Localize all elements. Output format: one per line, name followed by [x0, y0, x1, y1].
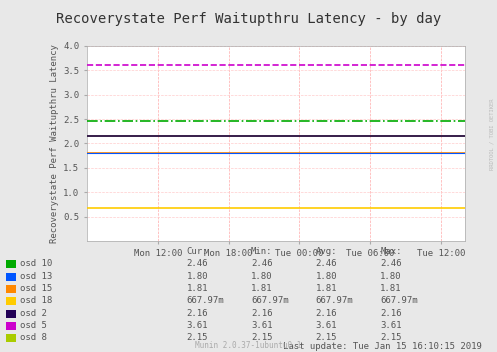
Text: 1.80: 1.80	[186, 272, 208, 281]
Y-axis label: Recoverystate Perf Waitupthru Latency: Recoverystate Perf Waitupthru Latency	[50, 44, 59, 243]
Text: Min:: Min:	[251, 247, 272, 256]
Text: 667.97m: 667.97m	[251, 296, 289, 306]
Text: osd 10: osd 10	[20, 259, 52, 269]
Text: 1.81: 1.81	[251, 284, 272, 293]
Text: 1.80: 1.80	[380, 272, 402, 281]
Text: 3.61: 3.61	[251, 321, 272, 330]
Text: 2.15: 2.15	[316, 333, 337, 342]
Text: 2.46: 2.46	[316, 259, 337, 269]
Text: 1.81: 1.81	[186, 284, 208, 293]
Text: Cur:: Cur:	[186, 247, 208, 256]
Text: Last update: Tue Jan 15 16:10:15 2019: Last update: Tue Jan 15 16:10:15 2019	[283, 342, 482, 351]
Text: Max:: Max:	[380, 247, 402, 256]
Text: Recoverystate Perf Waitupthru Latency - by day: Recoverystate Perf Waitupthru Latency - …	[56, 12, 441, 26]
Text: 667.97m: 667.97m	[316, 296, 353, 306]
Text: osd 18: osd 18	[20, 296, 52, 306]
Text: 2.15: 2.15	[251, 333, 272, 342]
Text: 1.80: 1.80	[316, 272, 337, 281]
Text: Avg:: Avg:	[316, 247, 337, 256]
Text: 2.15: 2.15	[186, 333, 208, 342]
Text: 2.46: 2.46	[380, 259, 402, 269]
Text: Munin 2.0.37-1ubuntu0.1: Munin 2.0.37-1ubuntu0.1	[195, 341, 302, 350]
Text: 2.16: 2.16	[380, 309, 402, 318]
Text: RRDTOOL / TOBI OETIKER: RRDTOOL / TOBI OETIKER	[490, 98, 495, 170]
Text: 2.16: 2.16	[251, 309, 272, 318]
Text: 2.15: 2.15	[380, 333, 402, 342]
Text: 2.46: 2.46	[251, 259, 272, 269]
Text: osd 15: osd 15	[20, 284, 52, 293]
Text: 1.81: 1.81	[380, 284, 402, 293]
Text: osd 13: osd 13	[20, 272, 52, 281]
Text: 1.80: 1.80	[251, 272, 272, 281]
Text: 1.81: 1.81	[316, 284, 337, 293]
Text: 3.61: 3.61	[316, 321, 337, 330]
Text: 667.97m: 667.97m	[186, 296, 224, 306]
Text: 2.16: 2.16	[186, 309, 208, 318]
Text: 667.97m: 667.97m	[380, 296, 418, 306]
Text: osd 2: osd 2	[20, 309, 47, 318]
Text: 2.46: 2.46	[186, 259, 208, 269]
Text: 2.16: 2.16	[316, 309, 337, 318]
Text: osd 5: osd 5	[20, 321, 47, 330]
Text: osd 8: osd 8	[20, 333, 47, 342]
Text: 3.61: 3.61	[380, 321, 402, 330]
Text: 3.61: 3.61	[186, 321, 208, 330]
